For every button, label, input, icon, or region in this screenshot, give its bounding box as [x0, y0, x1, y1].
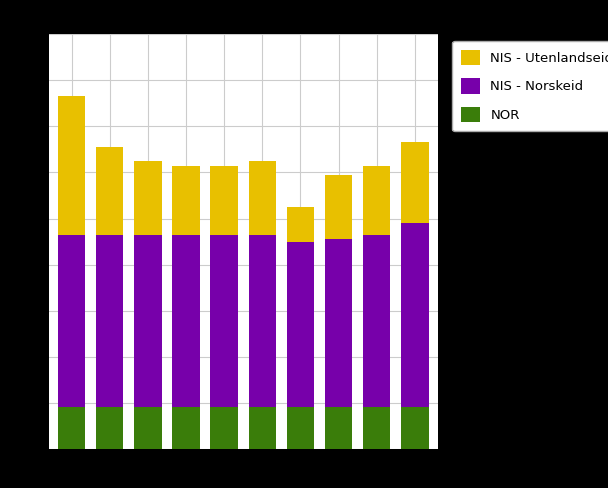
Bar [172, 407, 199, 449]
Bar [287, 207, 314, 242]
Bar [249, 161, 276, 235]
Bar [210, 165, 238, 235]
Bar [363, 235, 390, 407]
Bar [58, 96, 85, 235]
Bar [287, 242, 314, 407]
Bar [363, 165, 390, 235]
Bar [287, 407, 314, 449]
Bar [401, 407, 429, 449]
Bar [134, 407, 162, 449]
Bar [58, 235, 85, 407]
Bar [249, 407, 276, 449]
Legend: NIS - Utenlandseid, NIS - Norskeid, NOR: NIS - Utenlandseid, NIS - Norskeid, NOR [452, 41, 608, 131]
Bar [58, 407, 85, 449]
Bar [325, 407, 352, 449]
Bar [401, 223, 429, 407]
Bar [134, 161, 162, 235]
Bar [96, 235, 123, 407]
Bar [96, 147, 123, 235]
Bar [172, 235, 199, 407]
Bar [325, 239, 352, 407]
Bar [363, 407, 390, 449]
Bar [172, 165, 199, 235]
Bar [96, 407, 123, 449]
Bar [210, 235, 238, 407]
Bar [249, 235, 276, 407]
Bar [210, 407, 238, 449]
Bar [134, 235, 162, 407]
Bar [325, 175, 352, 239]
Bar [401, 142, 429, 223]
